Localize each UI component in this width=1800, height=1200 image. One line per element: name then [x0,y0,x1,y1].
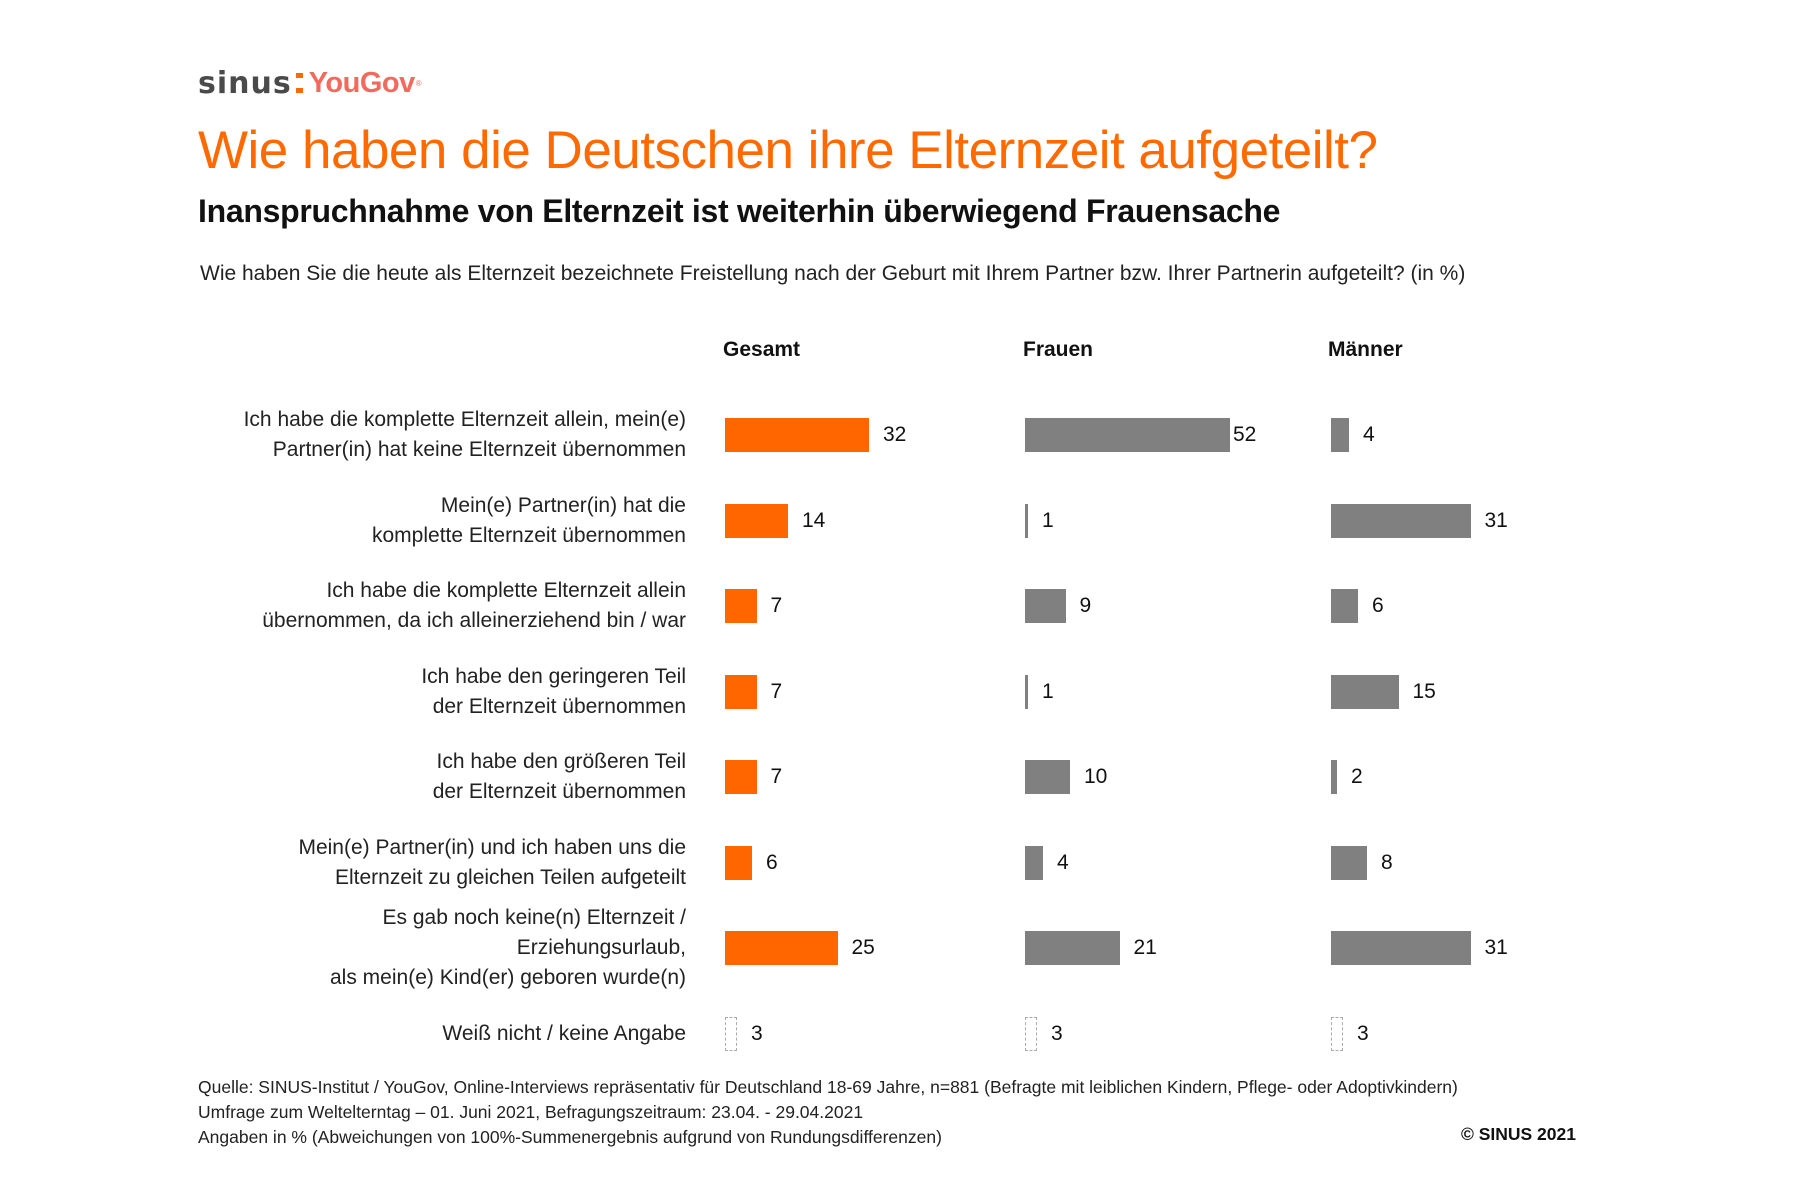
category-label: Weiß nicht / keine Angabe [442,1019,686,1049]
category-label-line: der Elternzeit übernommen [432,780,686,803]
bar-ma-nner [1331,589,1358,623]
bar-gesamt [725,1017,737,1051]
value-label-ma-nner: 6 [1372,594,1384,617]
value-label-gesamt: 32 [883,423,907,446]
page-subtitle: Inanspruchnahme von Elternzeit ist weite… [198,193,1281,229]
category-label-line: Mein(e) Partner(in) und ich haben uns di… [298,836,686,859]
category-label-line: Es gab noch keine(n) Elternzeit / [382,906,687,929]
value-label-frauen: 52 [1233,423,1257,446]
category-label-line: Elternzeit zu gleichen Teilen aufgeteilt [334,866,686,889]
value-label-frauen: 1 [1042,680,1054,703]
category-label-line: Erziehungsurlaub, [516,936,686,959]
category-label: Ich habe den geringeren Teil der Elternze… [421,662,686,722]
bar-ma-nner [1331,418,1349,452]
brand-logo: sinus YouGov ® [198,65,422,101]
value-label-frauen: 21 [1133,936,1157,959]
bar-gesamt [725,418,869,452]
footer-note: Angaben in % (Abweichungen von 100%-Summ… [198,1127,942,1147]
page-title: Wie haben die Deutschen ihre Elternzeit … [198,121,1378,180]
value-label-ma-nner: 31 [1484,936,1508,959]
value-label-frauen: 1 [1042,509,1054,532]
value-label-ma-nner: 31 [1484,509,1508,532]
bar-ma-nner [1331,675,1399,709]
bar-gesamt [725,846,752,880]
bar-gesamt [725,504,788,538]
category-label-line: Weiß nicht / keine Angabe [442,1022,686,1045]
category-label-line: der Elternzeit übernommen [432,695,686,718]
value-label-frauen: 4 [1057,851,1069,874]
bar-ma-nner [1331,1017,1343,1051]
category-label-line: Ich habe die komplette Elternzeit allein… [243,408,686,431]
value-label-frauen: 10 [1084,765,1108,788]
value-label-frauen: 9 [1079,594,1092,617]
bar-gesamt [725,589,757,623]
value-label-gesamt: 7 [770,594,783,617]
category-label: Es gab noch keine(n) Elternzeit / Erziehu… [330,903,686,993]
bar-ma-nner [1331,760,1337,794]
bar-gesamt [725,760,757,794]
column-header-gesamt: Gesamt [723,338,801,361]
logo-sinus: sinus [198,65,292,101]
logo-separator-icon [295,73,303,93]
category-label: Ich habe die komplette Elternzeit allein… [244,405,686,465]
category-label: Ich habe die komplette Elternzeit allein… [262,576,686,636]
value-label-gesamt: 14 [802,509,826,532]
category-label: Ich habe den größeren Teil der Elternzeit… [433,747,686,807]
category-label-line: Ich habe den geringeren Teil [421,665,686,688]
category-label-line: Partner(in) hat keine Elternzeit übernom… [272,438,686,461]
bar-frauen [1025,760,1070,794]
bar-frauen [1025,931,1120,965]
category-label: Mein(e) Partner(in) hat die komplette Elt… [372,491,686,551]
column-header-frauen: Frauen [1023,338,1094,361]
value-label-gesamt: 3 [751,1022,763,1045]
bar-gesamt [725,675,757,709]
category-label-line: als mein(e) Kind(er) geboren wurde(n) [330,966,686,989]
value-label-ma-nner: 4 [1363,423,1375,446]
bar-gesamt [725,931,838,965]
value-label-gesamt: 25 [851,936,875,959]
bar-frauen [1025,589,1066,623]
copyright: © SINUS 2021 [1460,1124,1576,1144]
value-label-gesamt: 7 [770,680,783,703]
survey-question: Wie haben Sie die heute als Elternzeit b… [200,262,1466,285]
bar-frauen [1025,504,1028,538]
category-label-line: übernommen, da ich alleinerziehend bin /… [262,609,686,632]
bar-frauen [1025,418,1230,452]
logo-yougov: YouGov [308,66,416,99]
bar-ma-nner [1331,504,1471,538]
category-label-line: Ich habe die komplette Elternzeit allein [326,579,686,602]
value-label-gesamt: 6 [766,851,778,874]
value-label-ma-nner: 2 [1351,765,1363,788]
column-header-ma-nner: Männer [1328,338,1403,361]
category-label-line: Ich habe den größeren Teil [436,750,686,773]
bar-ma-nner [1331,846,1367,880]
value-label-frauen: 3 [1051,1022,1063,1045]
value-label-gesamt: 7 [770,765,783,788]
category-label-line: komplette Elternzeit übernommen [372,524,686,547]
value-label-ma-nner: 8 [1381,851,1393,874]
bar-frauen [1025,675,1028,709]
value-label-ma-nner: 3 [1357,1022,1369,1045]
category-label: Mein(e) Partner(in) und ich haben uns di… [298,833,686,893]
bar-frauen [1025,1017,1037,1051]
footer-survey: Umfrage zum Weltelterntag – 01. Juni 202… [198,1102,864,1122]
category-label-line: Mein(e) Partner(in) hat die [440,494,686,517]
value-label-ma-nner: 15 [1412,680,1436,703]
footer-source: Quelle: SINUS-Institut / YouGov, Online-… [198,1077,1458,1097]
registered-mark: ® [415,78,422,88]
bar-frauen [1025,846,1043,880]
bar-ma-nner [1331,931,1471,965]
